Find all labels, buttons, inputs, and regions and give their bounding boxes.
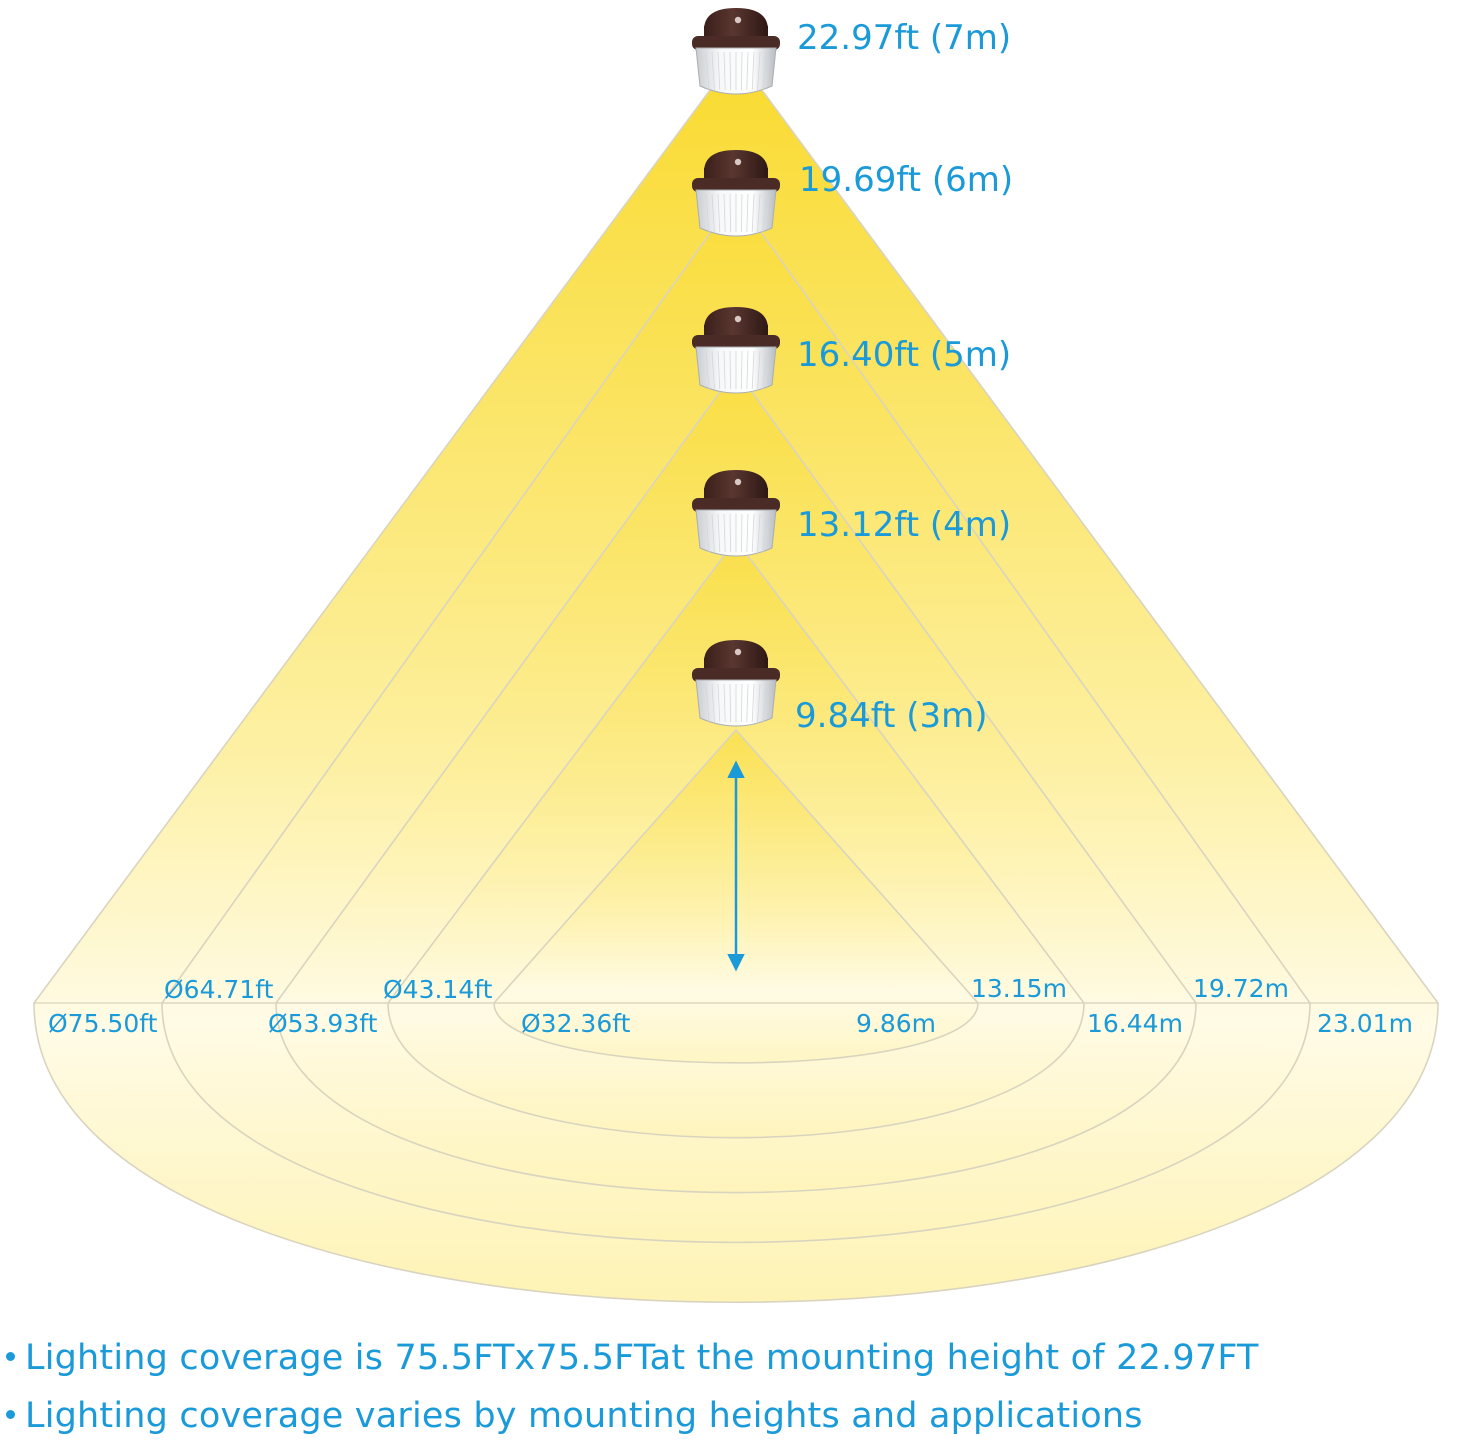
dimension-labels: 22.97ft (7m) 19.69ft (6m) 16.40ft (5m) 13.1… <box>48 18 1413 1038</box>
mounting-height-label: 9.84ft (3m) <box>795 696 988 736</box>
variation-note: Lighting coverage varies by mounting hei… <box>6 1396 1143 1436</box>
coverage-diameter-m-label: 19.72m <box>1193 974 1289 1003</box>
barn-light-fixture-icon <box>692 307 780 394</box>
coverage-diameter-ft-label: Ø53.93ft <box>268 1009 378 1038</box>
coverage-note-text: Lighting coverage is 75.5FTx75.5FTat the… <box>25 1338 1259 1378</box>
mounting-height-label: 19.69ft (6m) <box>799 160 1013 200</box>
variation-note-text: Lighting coverage varies by mounting hei… <box>25 1396 1143 1436</box>
coverage-diameter-m-label: 13.15m <box>971 974 1067 1003</box>
mounting-height-label: 22.97ft (7m) <box>797 18 1011 58</box>
barn-light-fixture-icon <box>692 470 780 557</box>
coverage-diameter-m-label: 9.86m <box>856 1009 936 1038</box>
coverage-diameter-ft-label: Ø75.50ft <box>48 1009 158 1038</box>
barn-light-fixture-icon <box>692 8 780 95</box>
barn-light-fixture-icon <box>692 150 780 237</box>
light-fixtures <box>692 8 780 727</box>
coverage-diameter-ft-label: Ø43.14ft <box>383 975 493 1004</box>
bullet-icon <box>6 1351 15 1361</box>
barn-light-fixture-icon <box>692 640 780 727</box>
coverage-note: Lighting coverage is 75.5FTx75.5FTat the… <box>6 1338 1259 1378</box>
bullet-icon <box>6 1409 15 1419</box>
mounting-height-label: 16.40ft (5m) <box>797 335 1011 375</box>
coverage-diameter-m-label: 23.01m <box>1317 1009 1413 1038</box>
coverage-diameter-ft-label: Ø64.71ft <box>164 975 274 1004</box>
coverage-diameter-ft-label: Ø32.36ft <box>521 1009 631 1038</box>
mounting-height-label: 13.12ft (4m) <box>797 505 1011 545</box>
coverage-diameter-m-label: 16.44m <box>1087 1009 1183 1038</box>
